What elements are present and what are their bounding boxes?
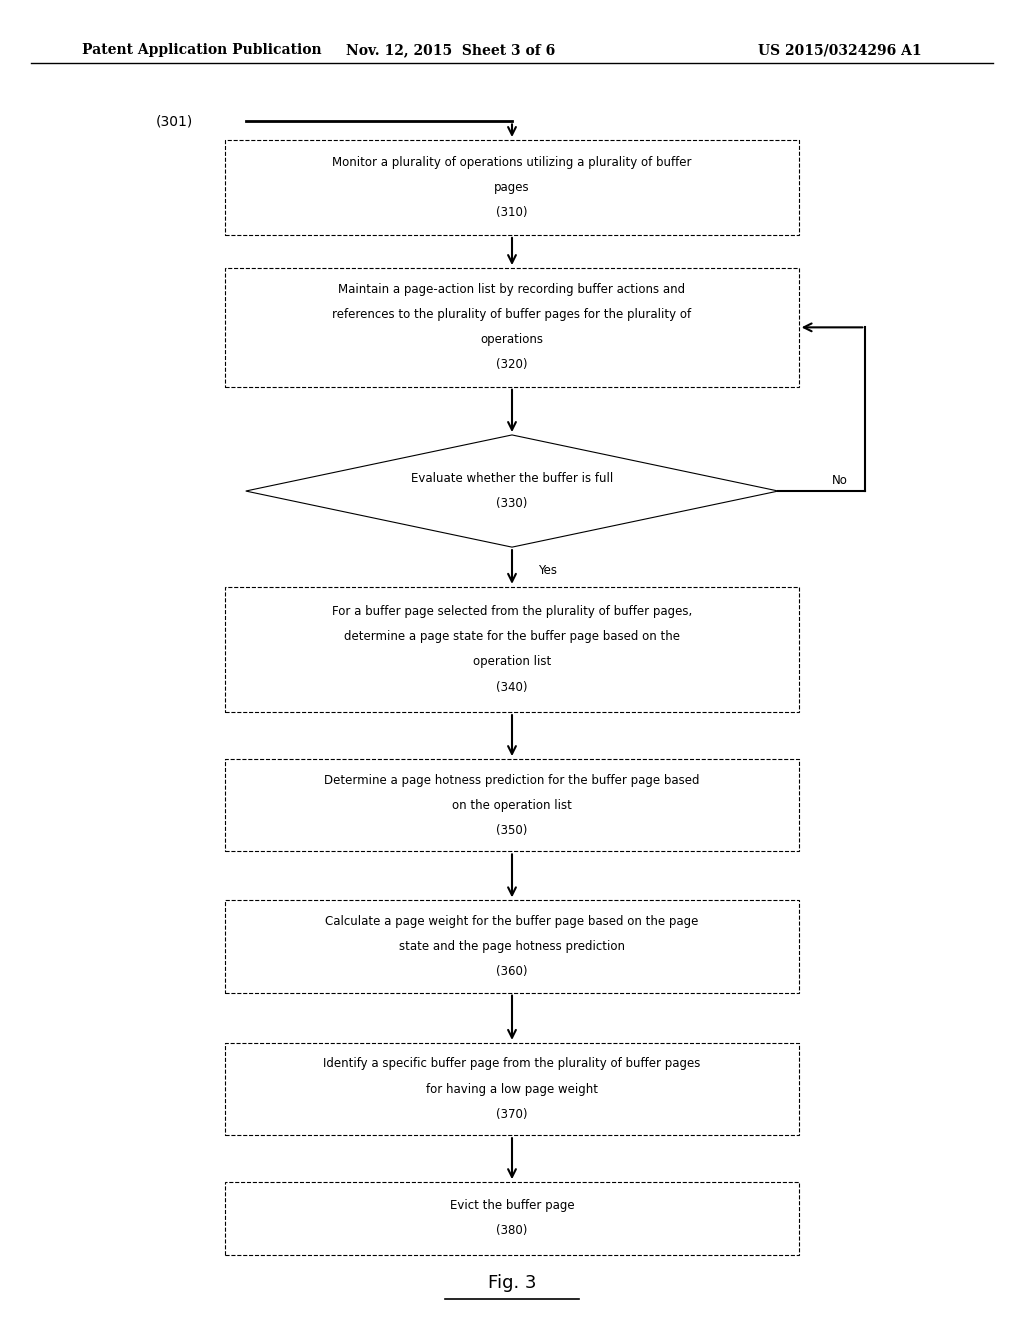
Text: Determine a page hotness prediction for the buffer page based: Determine a page hotness prediction for … (325, 774, 699, 787)
Text: determine a page state for the buffer page based on the: determine a page state for the buffer pa… (344, 631, 680, 643)
Text: (301): (301) (156, 115, 193, 128)
Text: (340): (340) (497, 681, 527, 693)
FancyBboxPatch shape (225, 586, 799, 713)
FancyBboxPatch shape (225, 268, 799, 387)
Text: Maintain a page-action list by recording buffer actions and: Maintain a page-action list by recording… (339, 284, 685, 296)
Polygon shape (246, 436, 778, 546)
Text: (310): (310) (497, 206, 527, 219)
Text: Monitor a plurality of operations utilizing a plurality of buffer: Monitor a plurality of operations utiliz… (332, 156, 692, 169)
Text: Evict the buffer page: Evict the buffer page (450, 1200, 574, 1212)
Text: Nov. 12, 2015  Sheet 3 of 6: Nov. 12, 2015 Sheet 3 of 6 (346, 44, 555, 57)
Text: (350): (350) (497, 824, 527, 837)
Text: (370): (370) (497, 1107, 527, 1121)
Text: Identify a specific buffer page from the plurality of buffer pages: Identify a specific buffer page from the… (324, 1057, 700, 1071)
Text: For a buffer page selected from the plurality of buffer pages,: For a buffer page selected from the plur… (332, 606, 692, 618)
Text: Yes: Yes (539, 565, 557, 577)
Text: (330): (330) (497, 498, 527, 510)
Text: (320): (320) (497, 359, 527, 371)
Text: Calculate a page weight for the buffer page based on the page: Calculate a page weight for the buffer p… (326, 915, 698, 928)
Text: (360): (360) (497, 965, 527, 978)
FancyBboxPatch shape (225, 900, 799, 993)
Text: US 2015/0324296 A1: US 2015/0324296 A1 (758, 44, 922, 57)
Text: No: No (831, 474, 848, 487)
FancyBboxPatch shape (225, 1043, 799, 1135)
FancyBboxPatch shape (225, 759, 799, 851)
Text: Evaluate whether the buffer is full: Evaluate whether the buffer is full (411, 473, 613, 484)
Text: for having a low page weight: for having a low page weight (426, 1082, 598, 1096)
Text: state and the page hotness prediction: state and the page hotness prediction (399, 940, 625, 953)
Text: Fig. 3: Fig. 3 (487, 1274, 537, 1292)
Text: operation list: operation list (473, 656, 551, 668)
FancyBboxPatch shape (225, 140, 799, 235)
Text: (380): (380) (497, 1225, 527, 1237)
Text: Patent Application Publication: Patent Application Publication (82, 44, 322, 57)
Text: pages: pages (495, 181, 529, 194)
Text: on the operation list: on the operation list (452, 799, 572, 812)
Text: references to the plurality of buffer pages for the plurality of: references to the plurality of buffer pa… (333, 309, 691, 321)
FancyBboxPatch shape (225, 1183, 799, 1254)
Text: operations: operations (480, 334, 544, 346)
